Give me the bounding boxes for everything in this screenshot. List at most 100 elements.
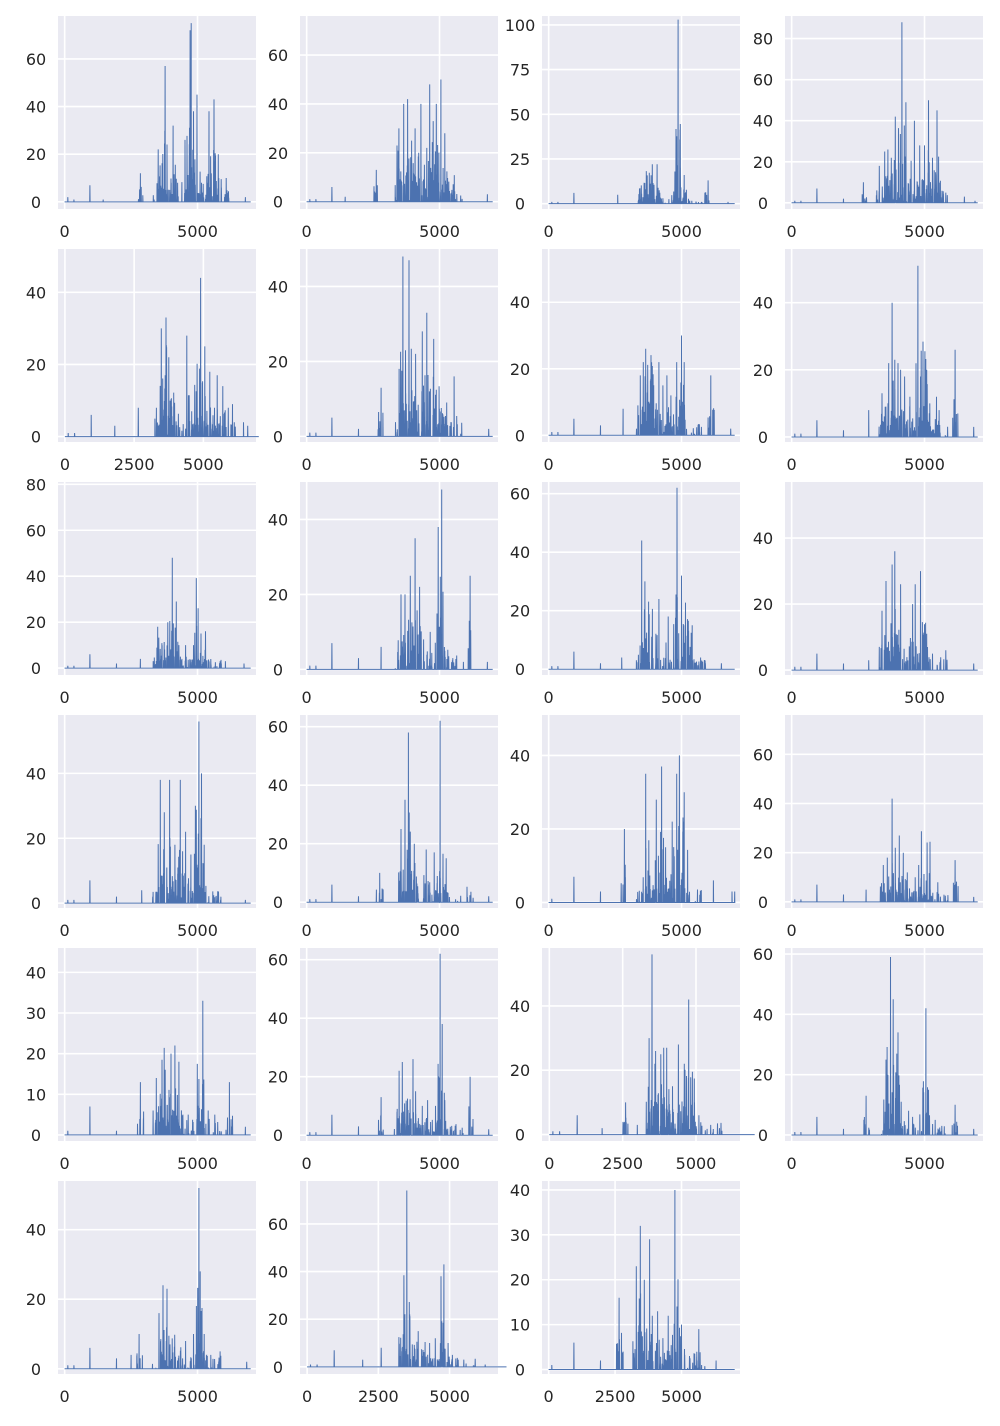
y-tick-label: 0 <box>758 1126 768 1145</box>
y-tick-label: 25 <box>510 150 530 169</box>
y-tick-label: 40 <box>268 1009 288 1028</box>
subplot-23: 0 2500 5000 0 10 20 30 40 <box>510 1181 740 1406</box>
y-tick-label: 75 <box>510 61 530 80</box>
plot-area <box>542 715 740 908</box>
subplot-21: 0 5000 0 20 40 <box>26 1181 256 1406</box>
y-tick-label: 0 <box>31 193 41 212</box>
x-tick-label: 5000 <box>661 688 702 707</box>
x-tick-label: 2500 <box>602 1154 643 1173</box>
x-tick-label: 5000 <box>661 455 702 474</box>
y-tick-label: 20 <box>268 1068 288 1087</box>
y-tick-label: 40 <box>268 1263 288 1282</box>
y-tick-label: 20 <box>753 153 773 172</box>
y-tick-label: 20 <box>26 1045 46 1064</box>
x-tick-label: 5000 <box>177 921 218 940</box>
y-tick-label: 40 <box>26 567 46 586</box>
x-tick-label: 0 <box>544 921 554 940</box>
series-line <box>548 335 735 436</box>
y-tick-label: 20 <box>753 844 773 863</box>
x-tick-label: 5000 <box>177 1154 218 1173</box>
x-tick-label: 5000 <box>904 222 945 241</box>
y-tick-label: 40 <box>26 1221 46 1240</box>
plot-area <box>300 482 498 675</box>
x-tick-label: 0 <box>787 455 797 474</box>
y-tick-label: 20 <box>510 602 530 621</box>
y-tick-label: 60 <box>268 1215 288 1234</box>
y-tick-label: 40 <box>26 283 46 302</box>
series-line <box>306 720 493 904</box>
subplot-22: 0 2500 5000 0 20 40 60 <box>268 1181 507 1406</box>
y-tick-label: 20 <box>268 835 288 854</box>
y-tick-label: 20 <box>26 145 46 164</box>
x-tick-label: 2500 <box>114 455 155 474</box>
series-line <box>64 1000 251 1136</box>
x-tick-label: 5000 <box>676 1154 717 1173</box>
y-tick-label: 40 <box>510 293 530 312</box>
y-tick-label: 40 <box>753 529 773 548</box>
series-line <box>791 956 978 1136</box>
subplot-5: 0 2500 5000 0 20 40 <box>26 249 259 474</box>
subplot-2: 0 5000 0 20 40 60 <box>268 16 498 241</box>
x-tick-label: 5000 <box>419 455 460 474</box>
subplot-7: 0 5000 0 20 40 <box>510 249 740 474</box>
x-tick-label: 5000 <box>177 1387 218 1406</box>
x-tick-label: 0 <box>302 455 312 474</box>
y-tick-label: 20 <box>510 1061 530 1080</box>
x-tick-label: 0 <box>60 688 70 707</box>
plot-area <box>785 16 983 209</box>
y-tick-label: 20 <box>268 585 288 604</box>
y-tick-label: 20 <box>26 613 46 632</box>
series-line <box>307 1190 507 1368</box>
subplot-11: 0 5000 0 20 40 60 <box>510 482 740 707</box>
series-line <box>548 19 735 205</box>
x-tick-label: 0 <box>544 222 554 241</box>
x-tick-label: 5000 <box>661 921 702 940</box>
y-tick-label: 40 <box>510 1181 530 1200</box>
y-tick-label: 0 <box>273 1358 283 1377</box>
x-tick-label: 0 <box>544 1387 554 1406</box>
plot-area <box>58 249 256 442</box>
y-tick-label: 40 <box>510 543 530 562</box>
y-tick-label: 40 <box>753 294 773 313</box>
subplot-19: 0 2500 5000 0 20 40 <box>510 948 755 1173</box>
x-tick-label: 0 <box>302 688 312 707</box>
subplot-17: 0 5000 0 10 20 30 40 <box>26 948 256 1173</box>
x-tick-label: 5000 <box>183 455 224 474</box>
y-tick-label: 10 <box>510 1316 530 1335</box>
subplot-13: 0 5000 0 20 40 <box>26 715 256 940</box>
subplot-6: 0 5000 0 20 40 <box>268 249 498 474</box>
y-tick-label: 40 <box>26 963 46 982</box>
x-tick-label: 0 <box>787 222 797 241</box>
series-line <box>64 721 251 904</box>
x-tick-label: 0 <box>60 921 70 940</box>
y-tick-label: 20 <box>26 829 46 848</box>
y-tick-label: 80 <box>26 475 46 494</box>
y-tick-label: 40 <box>753 1005 773 1024</box>
y-tick-label: 20 <box>268 1310 288 1329</box>
series-line <box>64 1187 251 1370</box>
series-line <box>306 953 493 1136</box>
subplot-14: 0 5000 0 20 40 60 <box>268 715 498 940</box>
plot-area <box>542 482 740 675</box>
plot-area <box>542 948 740 1141</box>
y-tick-label: 50 <box>510 105 530 124</box>
plot-area <box>58 16 256 209</box>
subplot-15: 0 5000 0 20 40 <box>510 715 740 940</box>
y-tick-label: 0 <box>31 1360 41 1379</box>
y-tick-label: 0 <box>273 1126 283 1145</box>
y-tick-label: 0 <box>273 660 283 679</box>
subplot-8: 0 5000 0 20 40 <box>753 249 983 474</box>
series-line <box>64 557 251 669</box>
series-line <box>791 265 978 438</box>
y-tick-label: 0 <box>515 1361 525 1380</box>
series-line <box>791 22 978 204</box>
y-tick-label: 30 <box>26 1004 46 1023</box>
x-tick-label: 0 <box>544 455 554 474</box>
series-line <box>548 755 736 903</box>
series-line <box>64 23 251 203</box>
series-line <box>549 954 755 1136</box>
subplot-16: 0 5000 0 20 40 60 <box>753 715 983 940</box>
y-tick-label: 40 <box>26 98 46 117</box>
y-tick-label: 0 <box>31 894 41 913</box>
x-tick-label: 5000 <box>661 1387 702 1406</box>
